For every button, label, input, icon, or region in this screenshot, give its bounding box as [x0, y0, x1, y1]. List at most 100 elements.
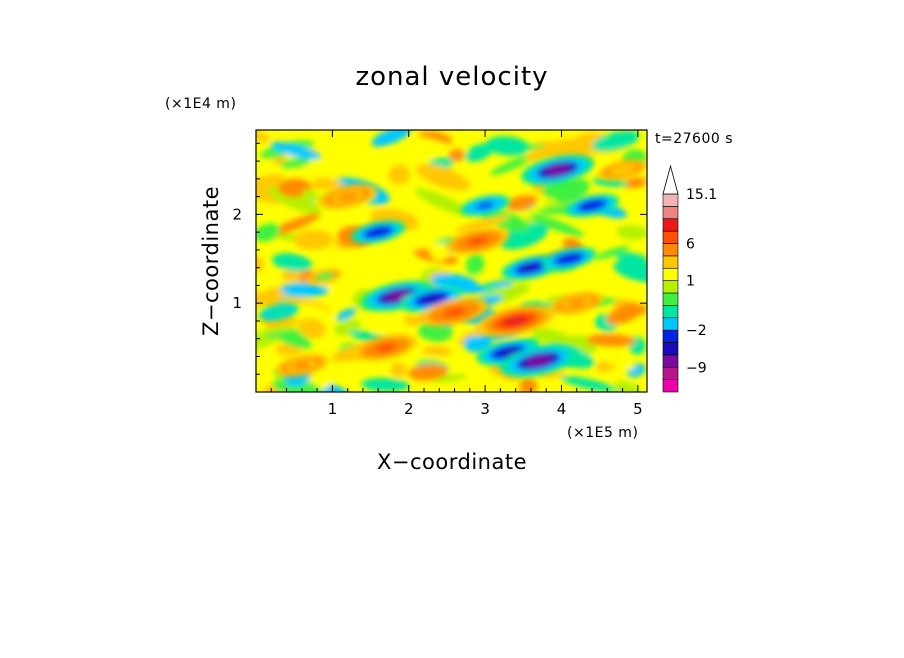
texture-cell: [360, 378, 410, 392]
texture-cell: [256, 174, 285, 198]
colorbar-cell: [662, 305, 679, 319]
contour-blob: [614, 166, 631, 174]
colorbar-cell: [662, 366, 679, 380]
texture-cell: [611, 284, 647, 307]
contour-blob: [567, 299, 586, 308]
colorbar-cell: [662, 255, 679, 269]
texture-cell: [430, 242, 451, 261]
contour-blob: [520, 263, 541, 272]
texture-cell: [426, 145, 446, 152]
texture-cell: [388, 164, 411, 185]
contour-blob: [582, 201, 602, 210]
y-tick-label: 1: [232, 294, 242, 312]
texture-cell: [535, 310, 591, 327]
colorbar-label: 6: [686, 237, 695, 253]
colorbar-cell: [662, 206, 679, 220]
texture-cell: [418, 321, 453, 342]
texture-cell: [256, 223, 281, 242]
texture-cell: [287, 303, 334, 325]
texture-cell: [620, 177, 647, 189]
texture-cell: [506, 194, 538, 211]
y-axis-label: Z−coordinate: [199, 186, 223, 336]
texture-cell: [272, 377, 322, 392]
texture-cell: [613, 259, 647, 283]
colorbar-cell: [662, 267, 679, 281]
contour-blob: [525, 355, 552, 367]
texture-cell: [529, 214, 585, 237]
texture-cell: [317, 278, 363, 300]
texture-cell: [591, 130, 640, 152]
x-axis: 1 2 3 4 5: [270, 130, 643, 418]
colorbar-cell: [662, 193, 679, 207]
texture-cell: [519, 378, 538, 392]
contour-blob: [337, 192, 358, 201]
contour-blob: [318, 273, 331, 280]
contour-blob: [272, 309, 286, 316]
texture-cell: [372, 326, 410, 337]
contour-blob: [442, 307, 467, 317]
texture-cell: [335, 308, 357, 321]
contour-blob: [368, 228, 388, 237]
y-multiplier-label: (×1E4 m): [165, 96, 236, 112]
colorbar-cell: [662, 354, 679, 368]
texture-cell: [377, 359, 401, 370]
colorbar-extend-arrow: [662, 164, 679, 195]
texture-cell: [594, 245, 630, 260]
colorbar-label: 1: [686, 274, 695, 290]
texture-cell: [448, 148, 465, 162]
x-multiplier-label: (×1E5 m): [567, 425, 638, 441]
colorbar-label: −9: [686, 360, 707, 376]
colorbar-cell: [662, 329, 679, 343]
time-label: t=27600 s: [655, 131, 733, 147]
x-tick-label: 5: [633, 400, 643, 418]
colorbar-cell: [662, 230, 679, 244]
texture-cell: [606, 300, 647, 325]
contour-blob: [502, 315, 529, 327]
texture-cell: [371, 130, 412, 147]
contour-blob: [466, 236, 489, 246]
texture-cell: [293, 229, 334, 250]
texture-cell: [403, 315, 420, 327]
texture-cell: [544, 295, 565, 305]
colorbar-label: 15.1: [686, 187, 717, 203]
contour-blob: [559, 254, 579, 263]
texture-cell: [455, 215, 510, 233]
plot-frame: [255, 129, 648, 393]
x-tick-label: 1: [328, 400, 338, 418]
colorbar-cell: [662, 243, 679, 257]
texture-cell: [430, 374, 468, 383]
colorbar: 15.1 6 1 −2 −9: [662, 164, 717, 393]
texture-cell: [415, 163, 470, 191]
texture-cell: [270, 141, 322, 160]
contour-blob: [545, 164, 571, 176]
texture-cell: [302, 189, 319, 201]
colorbar-label: −2: [686, 323, 707, 339]
texture-cell: [256, 130, 271, 143]
texture-cell: [408, 363, 449, 381]
texture-cell: [272, 253, 313, 272]
texture-cell: [280, 282, 329, 297]
texture-cell: [390, 362, 407, 378]
x-tick-label: 2: [404, 400, 414, 418]
contour-blob: [476, 201, 494, 210]
colorbar-cell: [662, 280, 679, 294]
texture-cell: [422, 346, 452, 356]
colorbar-cell: [662, 342, 679, 356]
texture-cell: [525, 138, 577, 162]
texture-cell: [465, 254, 485, 275]
contour-blob: [292, 361, 312, 370]
field-features: [258, 154, 647, 378]
colorbar-cell: [662, 379, 679, 393]
colorbar-cell: [662, 317, 679, 331]
texture-cell: [264, 329, 303, 338]
texture-cell: [500, 222, 549, 250]
x-tick-label: 4: [557, 400, 567, 418]
colorbar-cell: [662, 292, 679, 306]
texture-cell: [280, 158, 312, 169]
x-axis-label: X−coordinate: [377, 450, 527, 474]
texture-cell: [480, 208, 530, 232]
texture-cell: [616, 224, 647, 240]
texture-cell: [298, 318, 326, 339]
